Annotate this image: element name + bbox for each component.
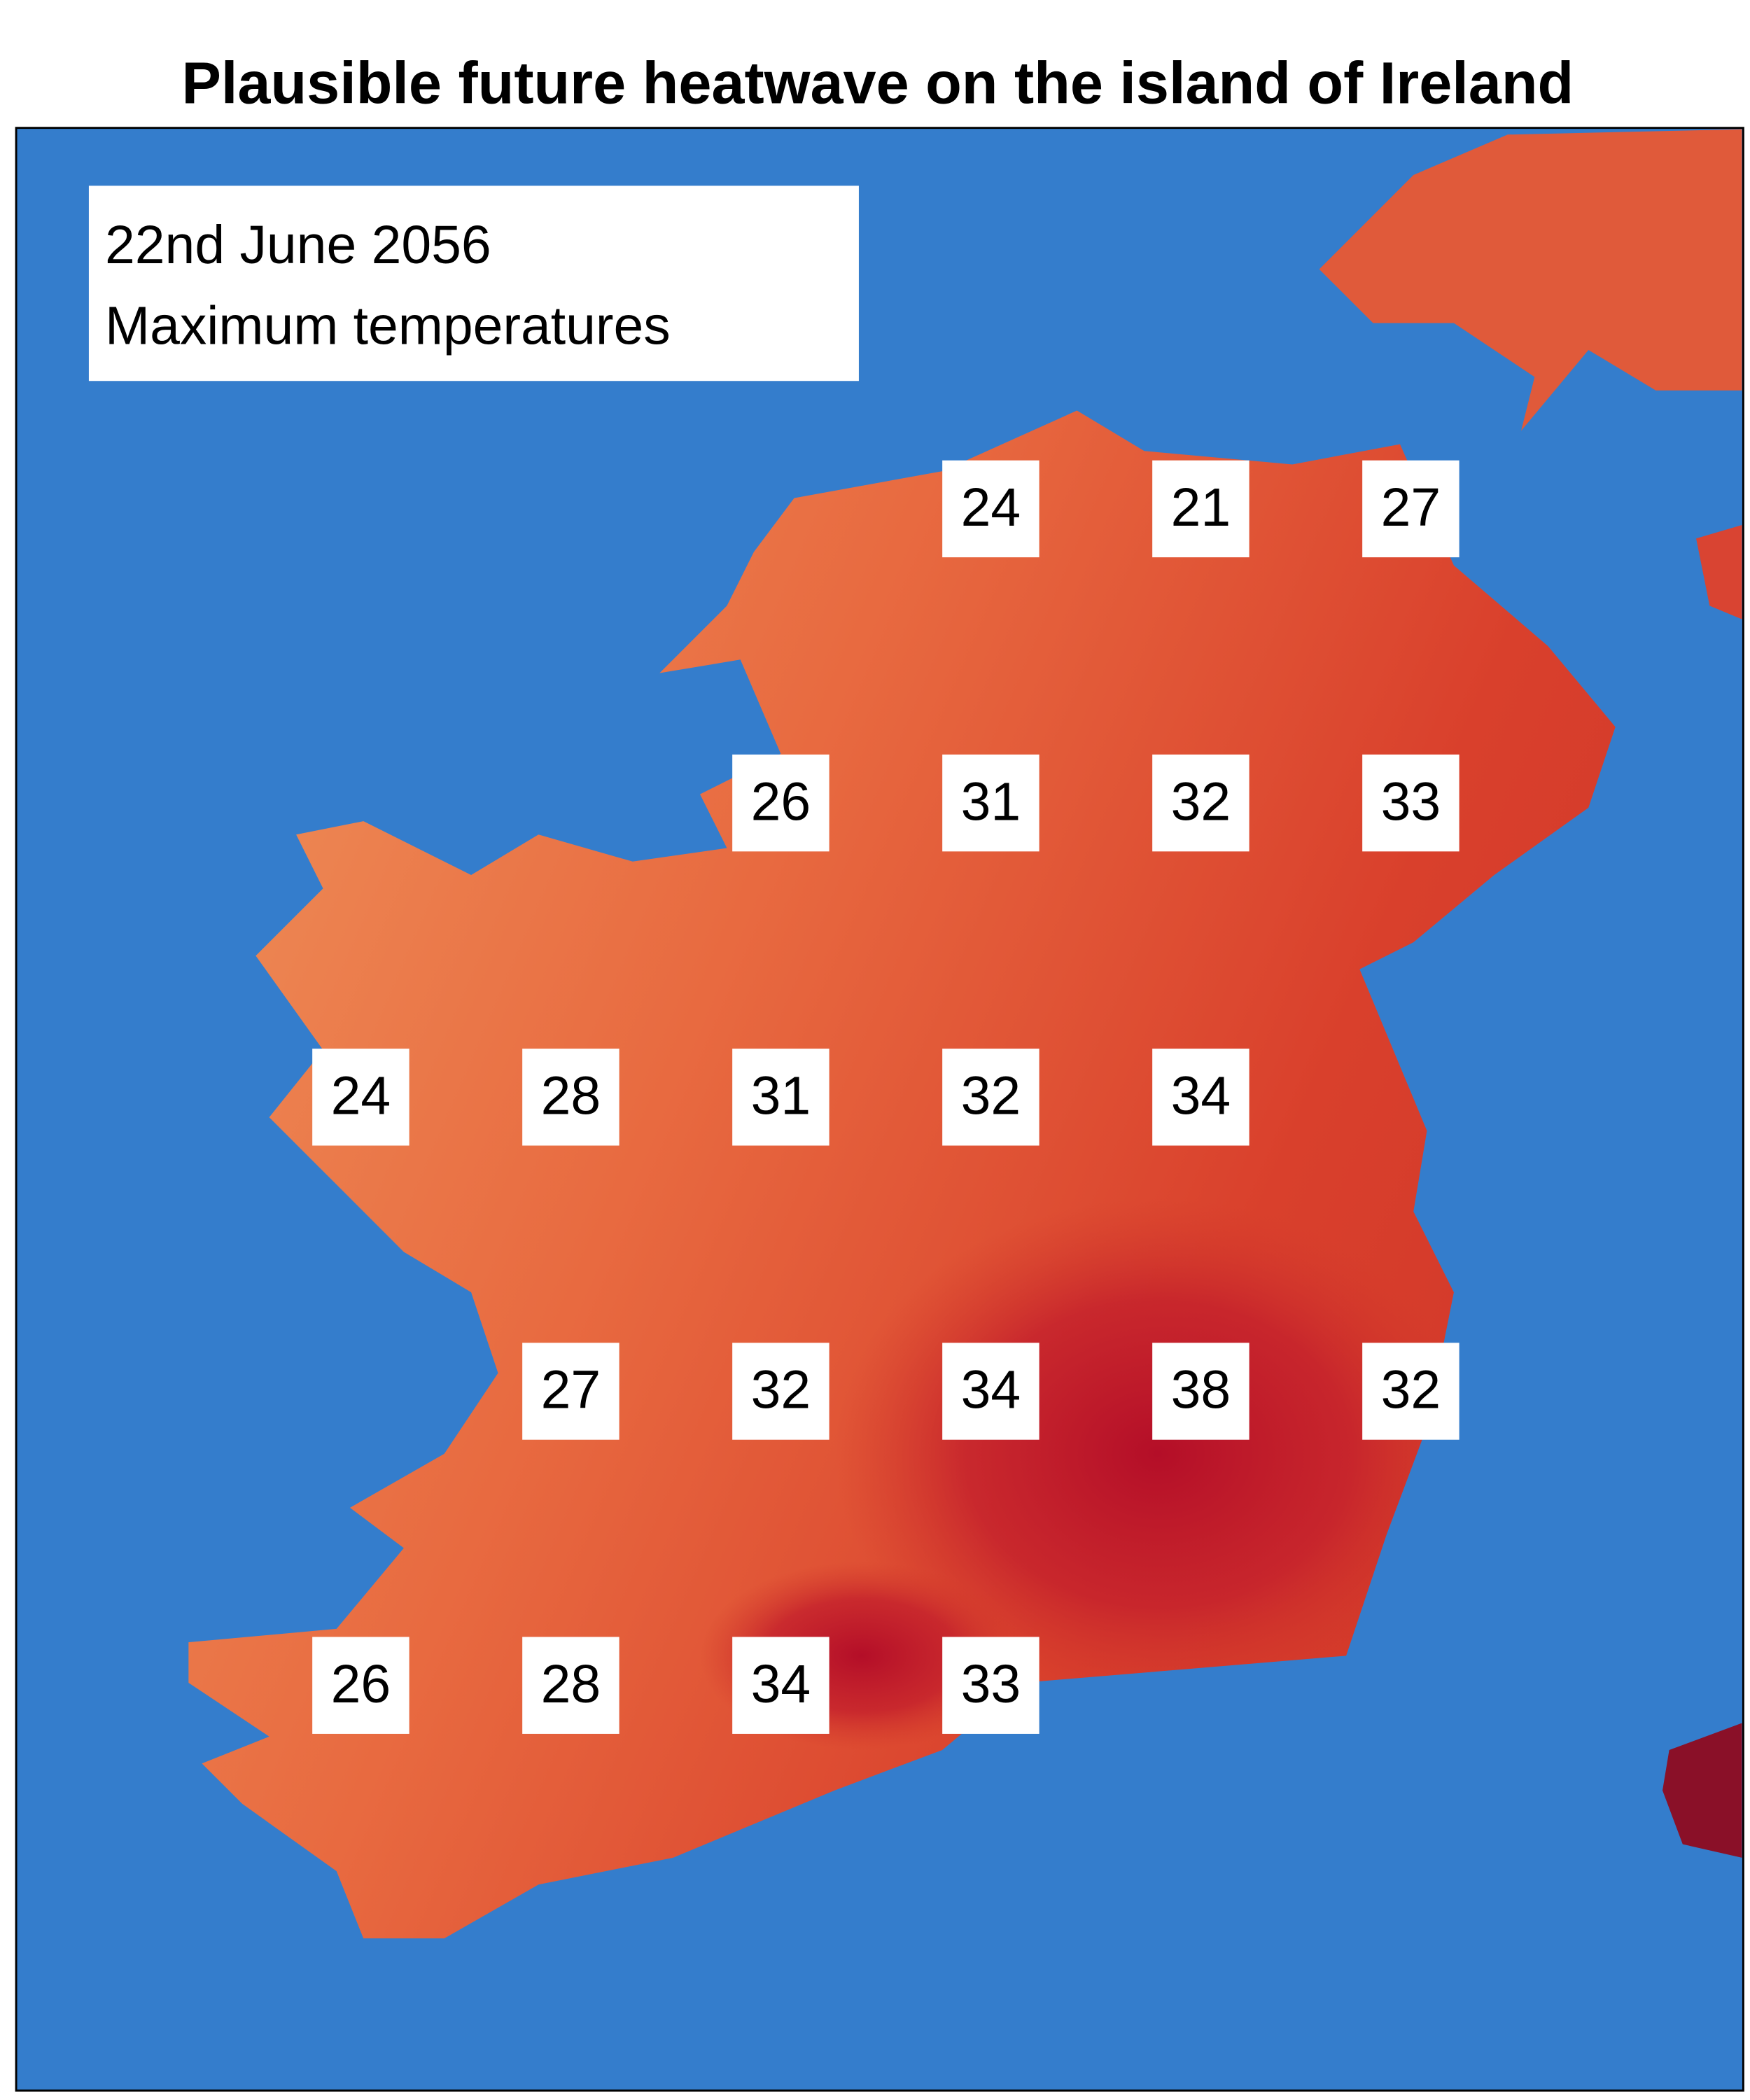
label-box [942, 1637, 1040, 1734]
temperature-label: 27 [1381, 477, 1441, 538]
label-box [1152, 1343, 1250, 1440]
info-box [88, 186, 859, 382]
temperature-label: 27 [541, 1360, 601, 1420]
label-box [1152, 460, 1250, 558]
label-box [312, 1637, 410, 1734]
info-description: Maximum temperatures [105, 295, 671, 356]
label-box [522, 1343, 620, 1440]
title: Plausible future heatwave on the island … [181, 49, 1574, 115]
temperature-label: 28 [541, 1654, 601, 1714]
temperature-label: 32 [961, 1065, 1021, 1126]
temperature-label: 32 [1381, 1360, 1441, 1420]
label-box [1152, 1049, 1250, 1146]
temperature-label: 31 [961, 771, 1021, 832]
temperature-label: 34 [751, 1654, 811, 1714]
temperature-label: 21 [1171, 477, 1231, 538]
hot-area [834, 1198, 1481, 1710]
label-box [942, 1049, 1040, 1146]
label-box [732, 754, 830, 852]
temperature-label: 26 [751, 771, 811, 832]
temperature-label: 31 [751, 1065, 811, 1126]
wales-land [1662, 1723, 1742, 1858]
label-box [1362, 754, 1460, 852]
temperature-label: 34 [1171, 1065, 1231, 1126]
scotland-land [1319, 129, 1742, 431]
scotland-land [1696, 525, 1742, 620]
label-box [732, 1637, 830, 1734]
label-box [942, 754, 1040, 852]
label-box [942, 1343, 1040, 1440]
temperature-label: 32 [751, 1360, 811, 1420]
label-box [732, 1343, 830, 1440]
label-box [732, 1049, 830, 1146]
temperature-label: 34 [961, 1360, 1021, 1420]
info-date: 22nd June 2056 [105, 215, 491, 275]
label-box [1362, 1343, 1460, 1440]
label-box [522, 1637, 620, 1734]
label-box [1362, 460, 1460, 558]
label-box [312, 1049, 410, 1146]
label-box [942, 460, 1040, 558]
label-box [522, 1049, 620, 1146]
temperature-label: 24 [961, 477, 1021, 538]
temperature-label: 24 [331, 1065, 391, 1126]
temperature-label: 33 [961, 1654, 1021, 1714]
temperature-label: 26 [331, 1654, 391, 1714]
temperature-label: 33 [1381, 771, 1441, 832]
temperature-label: 38 [1171, 1360, 1231, 1420]
temperature-label: 32 [1171, 771, 1231, 832]
temperature-label: 28 [541, 1065, 601, 1126]
label-box [1152, 754, 1250, 852]
